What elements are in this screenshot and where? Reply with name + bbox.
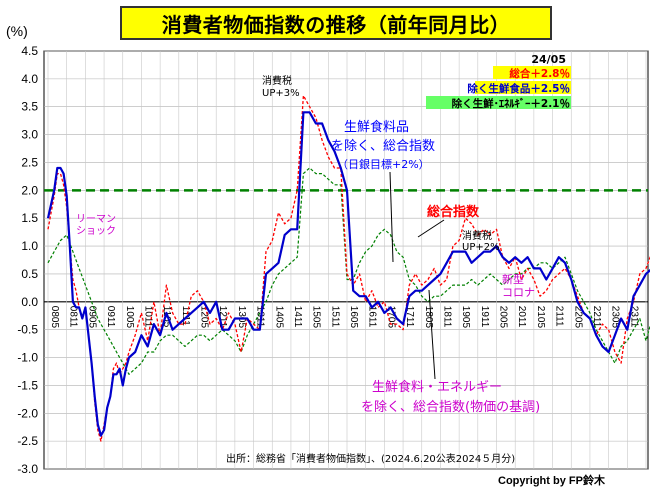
x-tick-label: 0905 xyxy=(86,306,97,329)
legend-corecore: 除く生鮮･ｴﾈﾙｷﾞｰ＋2.1％ xyxy=(452,97,570,110)
annotation-core-line2: を除く、総合指数 xyxy=(331,139,435,154)
annotation-lehman-line2: ショック xyxy=(76,225,116,237)
x-tick-label: 2105 xyxy=(535,306,546,329)
source-note: 出所：総務省「消費者物価指数」、(2024.6.20公表2024５月分) xyxy=(226,452,515,465)
annotation-tax2019-line1: 消費税 xyxy=(462,229,492,242)
annotation-tax2014-line1: 消費税 xyxy=(262,74,292,87)
x-tick-label: 1305 xyxy=(236,306,247,329)
x-tick-label: 2305 xyxy=(610,306,621,329)
x-axis: 0805 0811 0905 0911 1005 1011 1105 1111 1205 1211… xyxy=(49,306,650,329)
annotation-cc-line2: を除く、総合指数(物価の基調) xyxy=(361,400,540,415)
y-tick-label: 4.5 xyxy=(21,44,38,58)
x-tick-label: 2211 xyxy=(591,306,602,328)
legend-core-bg xyxy=(475,81,571,94)
x-tick-label: 1911 xyxy=(479,306,490,328)
x-tick-label: 1405 xyxy=(273,306,284,329)
series-layer xyxy=(46,94,650,442)
legend-date: 24/05 xyxy=(531,53,566,66)
y-tick-label: 2.0 xyxy=(21,183,38,197)
x-tick-label: 1205 xyxy=(199,306,210,329)
x-tick-label: 1411 xyxy=(292,306,303,328)
series-corecore-line xyxy=(47,167,650,375)
x-tick-label: 2405 xyxy=(647,306,650,329)
x-tick-label: 1111 xyxy=(180,306,191,326)
unit-label: (%) xyxy=(6,23,28,39)
annotation-tax2014-line2: UP+3% xyxy=(262,88,300,99)
x-tick-label: 1005 xyxy=(124,306,135,329)
chart-title: 消費者物価指数の推移（前年同月比） xyxy=(120,6,552,40)
annotation-total-pointer xyxy=(417,219,445,238)
y-tick-label: 3.0 xyxy=(21,128,38,142)
x-tick-label: 1311 xyxy=(255,306,266,328)
legend-total: 総合＋2.8％ xyxy=(509,67,570,80)
x-tick-label: 2205 xyxy=(572,306,583,329)
y-tick-label: 0.5 xyxy=(21,267,38,281)
x-tick-label: 1505 xyxy=(311,306,322,329)
x-tick-label: 0805 xyxy=(49,306,60,329)
legend: 24/05 総合＋2.8％ 除く生鮮食品＋2.5％ 除く生鮮･ｴﾈﾙｷﾞｰ＋2.… xyxy=(426,53,571,110)
y-tick-label: -0.5 xyxy=(17,323,38,337)
x-tick-label: 2005 xyxy=(498,306,509,329)
y-tick-label: 1.0 xyxy=(21,239,38,253)
annotation-lehman-line1: リーマン xyxy=(76,214,116,225)
y-tick-label: -3.0 xyxy=(17,462,38,476)
y-axis: 4.5 4.0 3.5 3.0 2.5 2.0 1.5 1.0 0.5 0.0 -0.5 -1.0 -1… xyxy=(17,44,38,476)
annotation-total: 総合指数 xyxy=(427,204,480,220)
y-tick-label: 3.5 xyxy=(21,100,38,114)
x-tick-label: 1705 xyxy=(385,306,396,329)
x-tick-label: 0811 xyxy=(68,306,79,328)
x-tick-label: 1105 xyxy=(161,306,172,328)
y-tick-label: -2.5 xyxy=(17,434,38,448)
y-tick-label: -1.0 xyxy=(17,351,38,365)
annotation-core-pointer xyxy=(389,171,394,263)
y-tick-label: 1.5 xyxy=(21,211,38,225)
annotation-covid-line2: コロナ xyxy=(502,286,535,299)
x-tick-label: 1711 xyxy=(404,306,415,328)
annotation-cc-pointer xyxy=(428,289,436,380)
legend-total-bg xyxy=(493,66,571,79)
x-tick-label: 1011 xyxy=(142,306,153,328)
x-tick-label: 2111 xyxy=(554,306,565,327)
annotation-covid-line1: 新型 xyxy=(502,272,524,286)
y-tick-label: 4.0 xyxy=(21,72,38,86)
legend-corecore-bg xyxy=(426,96,571,109)
x-tick-label: 1811 xyxy=(441,306,452,328)
x-tick-label: 0911 xyxy=(105,306,116,328)
y-tick-label: 0.0 xyxy=(21,295,38,309)
legend-core: 除く生鮮食品＋2.5％ xyxy=(467,82,570,95)
copyright: Copyright by FP鈴木 xyxy=(498,475,605,487)
annotation-core-line3: （日銀目標+2%） xyxy=(337,157,430,171)
x-tick-label: 1511 xyxy=(329,306,340,328)
annotation-cc-line1: 生鮮食料・エネルギー xyxy=(372,379,502,395)
annotation-tax2019-line2: UP+2% xyxy=(462,242,500,253)
x-tick-label: 2011 xyxy=(516,306,527,328)
x-tick-label: 1211 xyxy=(217,306,228,328)
annotation-core-line1: 生鮮食料品 xyxy=(344,119,409,135)
x-tick-label: 1605 xyxy=(348,306,359,329)
series-total-line xyxy=(47,94,650,442)
x-tick-label: 1805 xyxy=(423,306,434,329)
x-gridlines xyxy=(47,51,647,469)
y-tick-label: 2.5 xyxy=(21,155,38,169)
x-tick-label: 1905 xyxy=(460,306,471,329)
y-tick-label: -1.5 xyxy=(17,378,38,392)
x-tick-label: 2311 xyxy=(628,306,639,328)
x-tick-label: 1611 xyxy=(367,306,378,328)
y-tick-label: -2.0 xyxy=(17,406,38,420)
series-core-line xyxy=(46,111,650,437)
